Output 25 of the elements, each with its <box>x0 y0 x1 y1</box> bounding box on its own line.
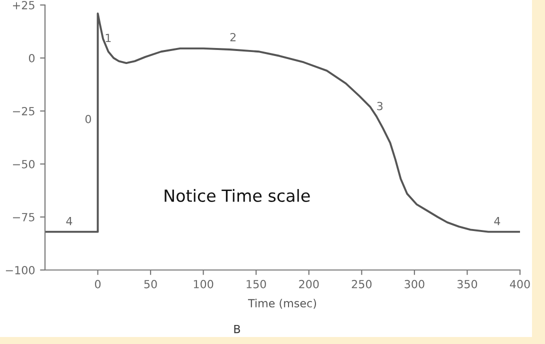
x-tick-label: 200 <box>299 280 319 288</box>
x-tick-label: 300 <box>404 280 424 288</box>
x-axis-title: Time (msec) <box>248 298 316 309</box>
y-tick-label: −75 <box>13 213 34 222</box>
annotation: 1 <box>106 34 111 42</box>
x-tick-label: 100 <box>194 280 214 288</box>
x-tick-label: 0 <box>94 280 101 288</box>
annotation: 3 <box>377 102 383 110</box>
text: B <box>234 324 240 334</box>
y-tick-label: 0 <box>28 54 35 62</box>
annotation: 2 <box>230 32 236 42</box>
annotation: 4 <box>66 217 72 226</box>
y-tick-label: −25 <box>13 106 34 116</box>
y-tick-label: −100 <box>6 266 35 274</box>
x-tick-label: 400 <box>510 280 530 288</box>
y-tick-label: +25 <box>13 0 34 10</box>
annotation: 4 <box>494 217 500 226</box>
y-tick-label: −50 <box>13 160 35 168</box>
x-tick-label: 150 <box>246 280 266 288</box>
annotation: Notice Time scale <box>164 189 310 202</box>
x-tick-label: 250 <box>352 280 372 288</box>
x-tick-label: 350 <box>457 280 478 288</box>
line-series <box>45 12 520 233</box>
annotation: 0 <box>85 114 92 124</box>
x-tick-label: 50 <box>144 280 157 288</box>
